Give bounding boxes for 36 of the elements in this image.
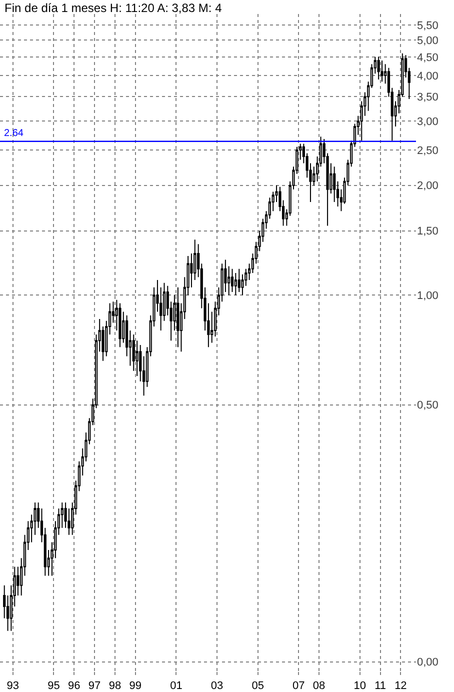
candlestick <box>333 166 336 203</box>
candlestick <box>176 286 180 348</box>
x-tick-label: 07 <box>292 680 305 692</box>
y-tick-label: 5,00 <box>417 35 438 48</box>
y-tick-label: 3,00 <box>417 116 438 128</box>
y-tick-label: 1,50 <box>417 226 438 238</box>
x-tick-label: 99 <box>129 680 142 692</box>
x-tick-label: 03 <box>210 680 224 692</box>
candlestick <box>234 272 237 296</box>
y-tick-label: 3,50 <box>417 92 438 104</box>
x-tick-label: 11 <box>374 680 386 692</box>
x-tick-label: 93 <box>6 680 20 692</box>
candlestick <box>238 268 240 292</box>
candlestick <box>118 302 122 348</box>
candlestick <box>230 268 234 292</box>
x-tick-label: 01 <box>170 680 182 692</box>
candlestick <box>380 60 384 82</box>
y-tick-label: 4,50 <box>417 52 438 64</box>
y-tick-label: 4,00 <box>417 70 438 82</box>
y-tick-label: 2,50 <box>417 144 438 157</box>
x-tick-label: 98 <box>108 680 122 692</box>
y-tick-label: 0,00 <box>417 656 438 669</box>
ref-line-label: 2.64 <box>4 128 24 139</box>
x-tick-label: 10 <box>354 680 366 692</box>
x-tick-label: 96 <box>68 680 80 692</box>
x-tick-label: 05 <box>252 680 264 692</box>
chart-title: Fin de día 1 meses H: 11:20 A: 3,83 M: 4 <box>4 0 222 15</box>
x-tick-label: 97 <box>88 680 101 692</box>
y-tick-label: 5,50 <box>417 20 438 32</box>
x-tick-label: 08 <box>312 680 326 692</box>
y-tick-label: 1,00 <box>417 290 438 302</box>
x-tick-label: 12 <box>394 680 407 692</box>
x-tick-label: 95 <box>48 680 60 692</box>
y-tick-label: 2,00 <box>417 180 438 192</box>
y-tick-label: 0,50 <box>417 400 438 412</box>
candlestick <box>377 56 380 80</box>
